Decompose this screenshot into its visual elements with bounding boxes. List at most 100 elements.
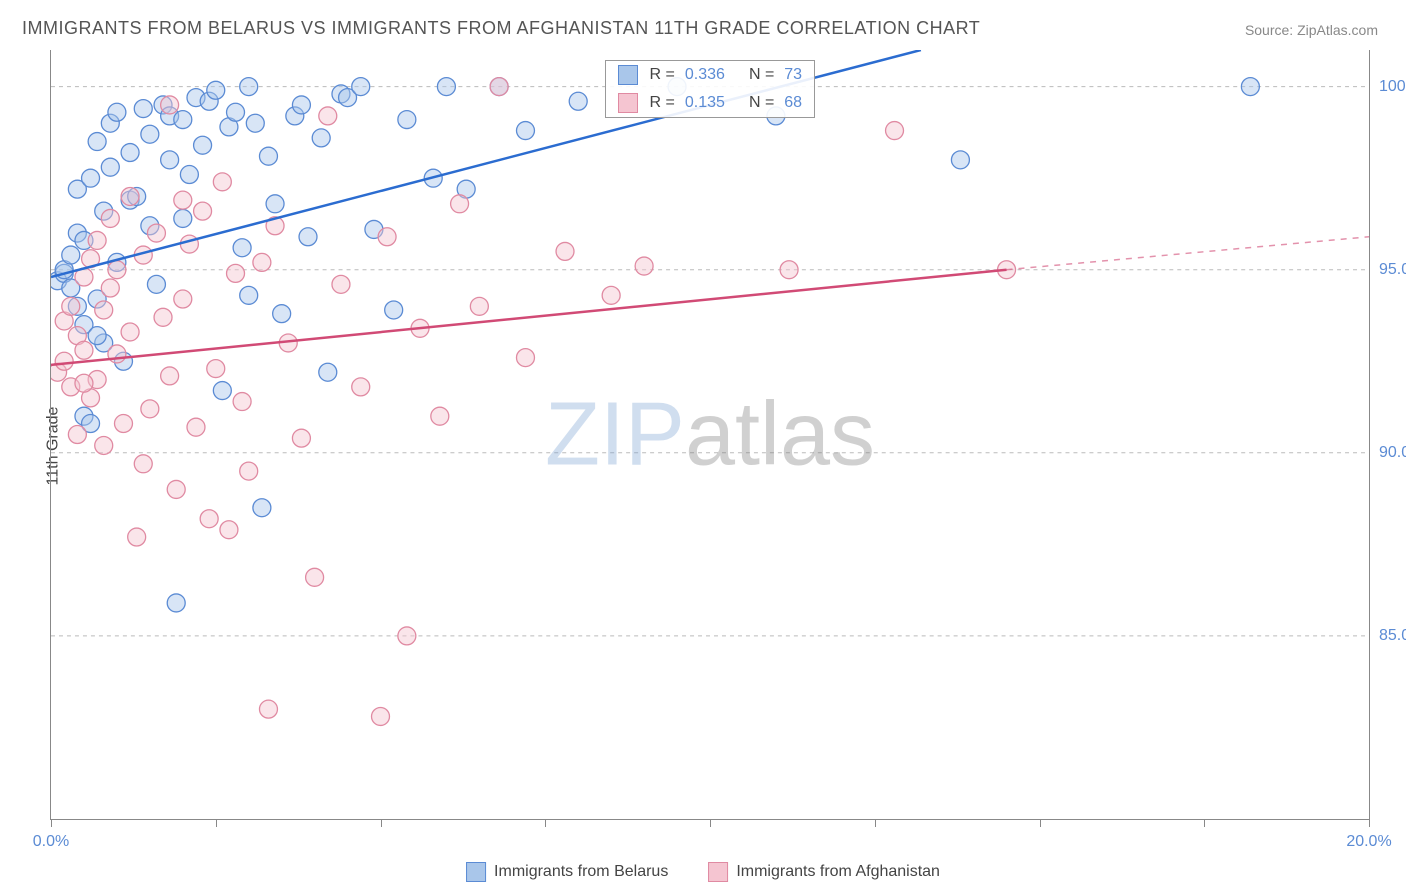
scatter-point xyxy=(134,100,152,118)
chart-title: IMMIGRANTS FROM BELARUS VS IMMIGRANTS FR… xyxy=(22,18,980,39)
scatter-point xyxy=(556,242,574,260)
x-tick xyxy=(710,819,711,827)
scatter-point xyxy=(451,195,469,213)
r-label: R = xyxy=(650,94,675,112)
scatter-point xyxy=(174,111,192,129)
n-value: 73 xyxy=(784,66,802,84)
scatter-point xyxy=(299,228,317,246)
scatter-point xyxy=(253,499,271,517)
x-tick xyxy=(381,819,382,827)
legend-row: R =0.135N =68 xyxy=(606,89,815,117)
scatter-point xyxy=(569,92,587,110)
scatter-point xyxy=(431,407,449,425)
scatter-point xyxy=(273,305,291,323)
legend-swatch xyxy=(708,862,728,882)
scatter-point xyxy=(194,136,212,154)
scatter-point xyxy=(207,81,225,99)
scatter-point xyxy=(635,257,653,275)
scatter-point xyxy=(372,707,390,725)
scatter-point xyxy=(161,96,179,114)
n-label: N = xyxy=(749,66,774,84)
scatter-point xyxy=(134,455,152,473)
scatter-point xyxy=(233,393,251,411)
scatter-point xyxy=(319,107,337,125)
scatter-point xyxy=(259,700,277,718)
scatter-point xyxy=(220,521,238,539)
scatter-svg xyxy=(51,50,1369,819)
legend-swatch xyxy=(618,65,638,85)
scatter-point xyxy=(55,352,73,370)
scatter-point xyxy=(161,367,179,385)
scatter-point xyxy=(213,173,231,191)
scatter-point xyxy=(240,78,258,96)
scatter-point xyxy=(180,235,198,253)
scatter-point xyxy=(180,166,198,184)
legend-item: Immigrants from Belarus xyxy=(466,862,668,882)
x-tick xyxy=(51,819,52,827)
x-tick xyxy=(216,819,217,827)
scatter-point xyxy=(75,341,93,359)
scatter-point xyxy=(154,308,172,326)
scatter-point xyxy=(398,111,416,129)
scatter-point xyxy=(886,122,904,140)
x-tick xyxy=(875,819,876,827)
trend-line-extrapolated xyxy=(1007,237,1369,270)
series-name: Immigrants from Belarus xyxy=(494,863,668,881)
scatter-point xyxy=(352,78,370,96)
r-value: 0.336 xyxy=(685,66,725,84)
scatter-point xyxy=(121,187,139,205)
x-tick-label: 0.0% xyxy=(33,833,69,851)
scatter-point xyxy=(319,363,337,381)
scatter-point xyxy=(213,382,231,400)
scatter-point xyxy=(470,297,488,315)
x-tick xyxy=(1369,819,1370,827)
correlation-legend: R =0.336N =73R =0.135N =68 xyxy=(605,60,816,118)
scatter-point xyxy=(174,209,192,227)
scatter-point xyxy=(88,133,106,151)
scatter-point xyxy=(121,323,139,341)
scatter-point xyxy=(312,129,330,147)
scatter-point xyxy=(62,297,80,315)
scatter-point xyxy=(121,144,139,162)
scatter-point xyxy=(227,264,245,282)
legend-swatch xyxy=(618,93,638,113)
scatter-point xyxy=(352,378,370,396)
scatter-point xyxy=(68,426,86,444)
scatter-point xyxy=(292,429,310,447)
scatter-point xyxy=(141,400,159,418)
scatter-point xyxy=(516,349,534,367)
scatter-point xyxy=(1241,78,1259,96)
legend-row: R = 0.336 N = 73 xyxy=(606,61,815,89)
scatter-point xyxy=(174,290,192,308)
n-label: N = xyxy=(749,94,774,112)
scatter-point xyxy=(141,125,159,143)
scatter-point xyxy=(951,151,969,169)
scatter-point xyxy=(147,224,165,242)
scatter-point xyxy=(253,253,271,271)
series-legend: Immigrants from Belarus Immigrants from A… xyxy=(466,862,940,882)
scatter-point xyxy=(88,231,106,249)
scatter-point xyxy=(75,374,93,392)
n-value: 68 xyxy=(784,94,802,112)
scatter-point xyxy=(207,360,225,378)
scatter-point xyxy=(95,436,113,454)
scatter-point xyxy=(62,246,80,264)
scatter-point xyxy=(194,202,212,220)
scatter-point xyxy=(385,301,403,319)
x-tick xyxy=(1040,819,1041,827)
scatter-point xyxy=(516,122,534,140)
scatter-point xyxy=(101,209,119,227)
scatter-point xyxy=(227,103,245,121)
legend-swatch xyxy=(466,862,486,882)
y-tick-label: 100.0% xyxy=(1379,78,1406,96)
source-label: Source: ZipAtlas.com xyxy=(1245,22,1378,38)
scatter-point xyxy=(266,195,284,213)
series-name: Immigrants from Afghanistan xyxy=(736,863,940,881)
scatter-point xyxy=(780,261,798,279)
scatter-point xyxy=(108,103,126,121)
scatter-point xyxy=(174,191,192,209)
x-tick xyxy=(545,819,546,827)
scatter-point xyxy=(167,594,185,612)
r-label: R = xyxy=(650,66,675,84)
scatter-point xyxy=(95,301,113,319)
